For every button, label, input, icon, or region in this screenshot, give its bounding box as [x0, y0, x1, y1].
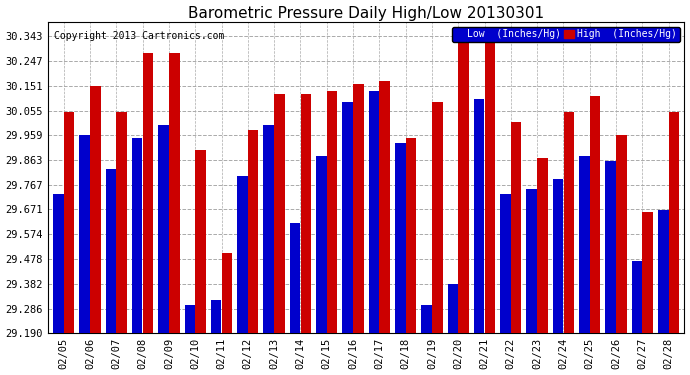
Bar [368, 91, 380, 333]
Bar [90, 86, 101, 333]
Bar [432, 102, 442, 333]
Bar [327, 91, 337, 333]
Bar [342, 102, 353, 333]
Bar [474, 99, 484, 333]
Text: Copyright 2013 Cartronics.com: Copyright 2013 Cartronics.com [55, 31, 225, 41]
Bar [316, 156, 326, 333]
Bar [395, 143, 406, 333]
Bar [579, 156, 590, 333]
Bar [632, 261, 642, 333]
Bar [184, 305, 195, 333]
Bar [221, 254, 232, 333]
Bar [117, 112, 127, 333]
Bar [605, 161, 616, 333]
Bar [274, 94, 285, 333]
Legend: Low  (Inches/Hg), High  (Inches/Hg): Low (Inches/Hg), High (Inches/Hg) [452, 27, 680, 42]
Bar [132, 138, 142, 333]
Bar [658, 210, 669, 333]
Bar [195, 150, 206, 333]
Bar [590, 96, 600, 333]
Bar [500, 194, 511, 333]
Bar [353, 84, 364, 333]
Bar [484, 34, 495, 333]
Bar [406, 138, 416, 333]
Bar [211, 300, 221, 333]
Bar [448, 284, 458, 333]
Bar [669, 112, 680, 333]
Bar [422, 305, 432, 333]
Bar [526, 189, 537, 333]
Bar [248, 130, 259, 333]
Bar [553, 179, 563, 333]
Bar [106, 168, 116, 333]
Bar [64, 112, 75, 333]
Bar [564, 112, 574, 333]
Bar [538, 158, 548, 333]
Bar [237, 176, 248, 333]
Bar [616, 135, 627, 333]
Bar [642, 212, 653, 333]
Bar [169, 53, 179, 333]
Bar [290, 223, 300, 333]
Bar [511, 122, 522, 333]
Bar [380, 81, 390, 333]
Bar [458, 40, 469, 333]
Bar [264, 125, 274, 333]
Bar [143, 53, 153, 333]
Bar [53, 194, 63, 333]
Bar [301, 94, 311, 333]
Bar [79, 135, 90, 333]
Bar [158, 125, 169, 333]
Title: Barometric Pressure Daily High/Low 20130301: Barometric Pressure Daily High/Low 20130… [188, 6, 544, 21]
